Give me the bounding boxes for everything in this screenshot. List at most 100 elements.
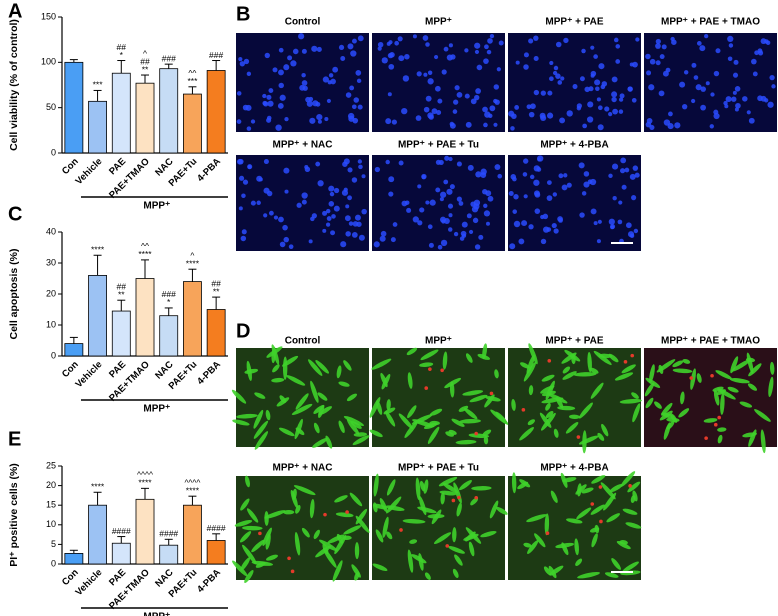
image-caption: MPP⁺ + PAE + TMAO bbox=[661, 17, 760, 28]
nucleus bbox=[246, 71, 252, 77]
nucleus bbox=[454, 85, 460, 91]
pi-cell bbox=[630, 353, 635, 358]
nucleus bbox=[301, 192, 308, 199]
nucleus bbox=[608, 173, 613, 179]
nucleus bbox=[494, 99, 500, 105]
nucleus bbox=[273, 215, 279, 220]
cell bbox=[372, 563, 388, 571]
cell bbox=[439, 490, 457, 496]
significance-mark: * bbox=[120, 50, 124, 60]
significance-mark: #### bbox=[112, 526, 131, 536]
nucleus bbox=[560, 76, 565, 81]
nucleus bbox=[526, 104, 532, 110]
nucleus bbox=[581, 48, 586, 54]
nucleus bbox=[513, 220, 521, 228]
cell bbox=[455, 439, 477, 445]
pi-cell bbox=[623, 360, 628, 364]
nucleus bbox=[627, 231, 635, 238]
nucleus bbox=[279, 241, 286, 248]
pi-cell bbox=[258, 531, 262, 536]
cell bbox=[713, 389, 720, 406]
nucleus bbox=[563, 37, 569, 44]
cell bbox=[463, 407, 478, 420]
cell bbox=[335, 512, 354, 518]
nucleus bbox=[243, 58, 250, 65]
cell bbox=[577, 483, 582, 497]
nucleus bbox=[329, 191, 335, 197]
nucleus bbox=[695, 84, 702, 91]
x-tick-label: 4-PBA bbox=[195, 567, 223, 595]
cell bbox=[739, 401, 753, 408]
nucleus bbox=[769, 74, 775, 81]
nucleus bbox=[330, 78, 336, 85]
nucleus bbox=[615, 59, 621, 64]
cell bbox=[369, 397, 381, 418]
nucleus bbox=[390, 237, 396, 243]
cell bbox=[338, 381, 350, 387]
nucleus bbox=[373, 241, 380, 248]
cell bbox=[373, 473, 379, 497]
nucleus bbox=[748, 117, 755, 124]
nucleus bbox=[301, 48, 307, 54]
cell bbox=[406, 347, 418, 356]
nucleus bbox=[581, 191, 587, 196]
cell bbox=[346, 393, 358, 402]
nucleus bbox=[691, 98, 696, 104]
nucleus bbox=[412, 34, 417, 39]
nucleus bbox=[358, 164, 363, 170]
cell bbox=[244, 570, 254, 583]
pi-cell bbox=[599, 519, 603, 524]
cells bbox=[645, 33, 776, 131]
significance-mark: **** bbox=[186, 258, 200, 268]
nucleus bbox=[306, 100, 313, 107]
nucleus bbox=[521, 220, 528, 227]
cell bbox=[350, 420, 362, 429]
nucleus bbox=[751, 58, 757, 65]
cell bbox=[417, 506, 437, 514]
cell bbox=[511, 472, 517, 494]
cell bbox=[452, 568, 459, 578]
pi-cell bbox=[451, 498, 456, 503]
cell bbox=[412, 419, 435, 428]
nucleus bbox=[464, 48, 469, 53]
cell bbox=[717, 434, 723, 444]
nucleus bbox=[746, 110, 751, 115]
nucleus bbox=[523, 64, 529, 70]
cell bbox=[294, 418, 303, 440]
y-axis-label: Cell viability (% of control) bbox=[8, 19, 20, 151]
nucleus bbox=[557, 80, 563, 85]
cell bbox=[543, 566, 552, 576]
cell bbox=[271, 377, 285, 383]
nucleus bbox=[597, 219, 602, 224]
nucleus bbox=[611, 76, 618, 83]
nucleus bbox=[345, 204, 350, 209]
nucleus bbox=[632, 61, 638, 68]
nucleus bbox=[709, 124, 714, 129]
pi-cell bbox=[445, 544, 450, 548]
nucleus bbox=[308, 96, 314, 102]
significance-mark: #### bbox=[207, 523, 226, 533]
micrograph bbox=[644, 348, 777, 447]
nucleus bbox=[583, 181, 590, 188]
significance-mark: ## bbox=[117, 42, 127, 52]
nucleus bbox=[557, 216, 563, 222]
nucleus bbox=[350, 50, 357, 57]
image-caption: MPP⁺ + PAE bbox=[545, 17, 603, 28]
cell bbox=[644, 382, 655, 397]
nucleus bbox=[670, 36, 675, 42]
nucleus bbox=[311, 213, 317, 219]
nucleus bbox=[470, 98, 477, 105]
nucleus bbox=[347, 43, 354, 50]
cell bbox=[254, 392, 266, 399]
cell bbox=[666, 421, 675, 430]
cell bbox=[253, 409, 264, 429]
nucleus bbox=[354, 214, 361, 221]
nucleus bbox=[423, 106, 430, 113]
nucleus bbox=[267, 100, 274, 107]
nucleus bbox=[425, 200, 430, 205]
nucleus bbox=[277, 103, 284, 109]
significance-mark: ### bbox=[209, 50, 223, 60]
cell bbox=[458, 405, 469, 412]
cell bbox=[622, 508, 638, 515]
nucleus bbox=[566, 110, 573, 117]
